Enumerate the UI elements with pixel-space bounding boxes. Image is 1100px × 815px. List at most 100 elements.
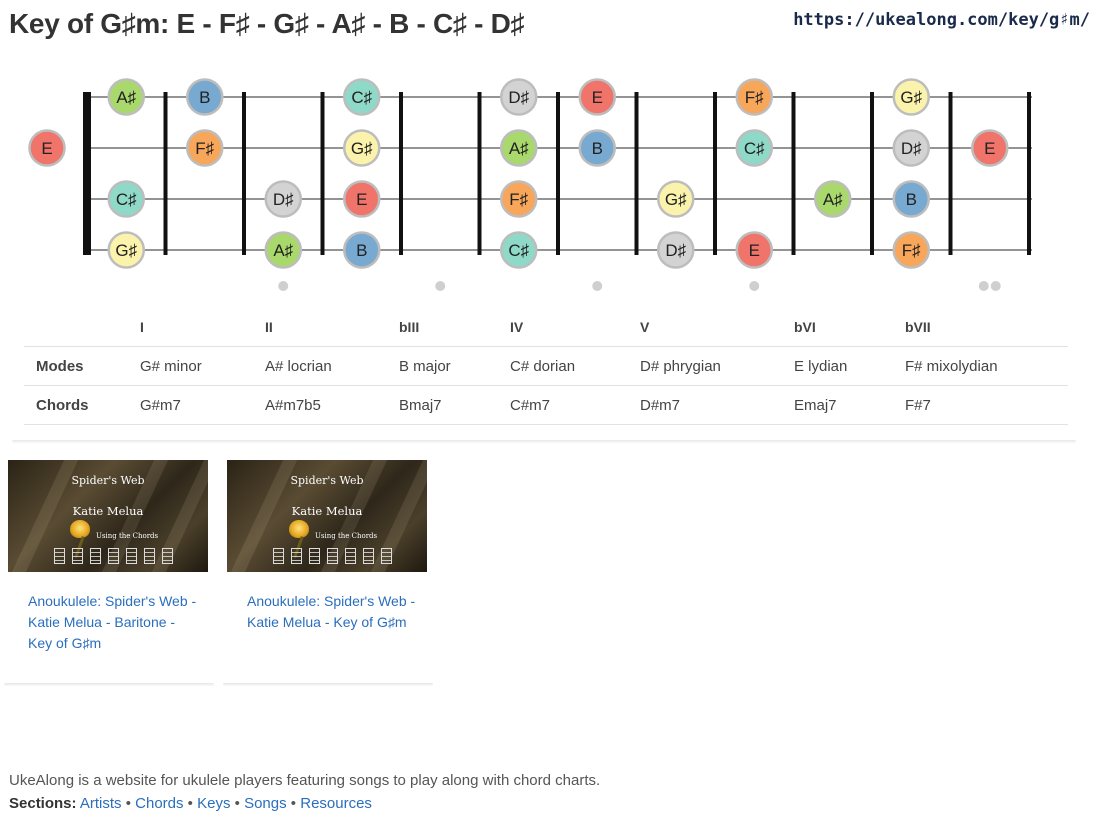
note-label: B — [906, 190, 917, 209]
fret-line — [242, 92, 246, 255]
fret-line — [399, 92, 403, 255]
note-dot — [500, 78, 538, 116]
fret-marker-dot — [278, 281, 289, 291]
thumbnail-song-title: Spider's Web — [71, 474, 145, 487]
site-description: UkeAlong is a website for ukulele player… — [9, 772, 601, 789]
video-card-shadow — [4, 683, 214, 686]
note-dot — [892, 231, 930, 269]
footer-link-artists[interactable]: Artists — [79, 795, 122, 812]
chords-row-label: Chords — [24, 385, 140, 425]
modes-row: Modes G# minor A# locrian B major C# dor… — [24, 346, 1068, 386]
note-label: F♯ — [745, 88, 764, 107]
degree-header: V — [640, 308, 794, 347]
note-dot — [107, 180, 145, 218]
modes-row-label: Modes — [24, 346, 140, 386]
fret-line — [163, 92, 168, 255]
fretboard-diagram: E A♯ B C♯ D♯ E F♯ G♯ F♯ G♯ A♯ B C♯ D♯ E C♯ D♯ E F♯ G♯ A♯ B G♯ A… — [28, 78, 1032, 291]
page-title: Key of G♯m: E - F♯ - G♯ - A♯ - B - C♯ - … — [9, 8, 525, 39]
note-dot — [343, 231, 381, 269]
video-link[interactable]: Anoukulele: Spider's Web - Katie Melua -… — [247, 593, 416, 630]
fret-line — [477, 92, 482, 255]
note-label: A♯ — [823, 190, 843, 209]
note-dot — [343, 180, 381, 218]
note-label: G♯ — [115, 241, 137, 260]
video-card: Spider's Web Katie Melua Using the Chord… — [4, 460, 214, 686]
degree-header: bIII — [399, 308, 510, 347]
chord-cell: Bmaj7 — [399, 385, 510, 425]
note-dot — [657, 231, 695, 269]
note-label: C♯ — [744, 139, 765, 158]
note-dot — [107, 231, 145, 269]
mini-chord-diagram-icon — [363, 548, 374, 564]
fret-line — [791, 92, 796, 255]
degree-header-row: I II bIII IV V bVI bVII — [24, 308, 1068, 347]
fret-line — [948, 92, 953, 255]
empty-corner-cell — [24, 308, 140, 347]
note-label: D♯ — [508, 88, 529, 107]
note-dot — [735, 78, 773, 116]
note-dot — [500, 129, 538, 167]
thumbnail-caption: Using the Chords — [96, 532, 159, 540]
note-label: A♯ — [509, 139, 529, 158]
note-dot — [264, 180, 302, 218]
note-dot — [264, 231, 302, 269]
degree-header: II — [265, 308, 399, 347]
note-label: C♯ — [116, 190, 137, 209]
bullet-separator: • — [187, 795, 193, 812]
bullet-separator: • — [290, 795, 297, 812]
mini-chord-diagram-icon — [108, 548, 119, 564]
mode-cell: F# mixolydian — [905, 346, 1068, 386]
mini-chord-diagram-icon — [309, 548, 320, 564]
degree-header: IV — [510, 308, 640, 347]
scale-degree-table: I II bIII IV V bVI bVII Modes G# minor A… — [24, 308, 1068, 425]
note-label: D♯ — [273, 190, 294, 209]
chord-cell: D#m7 — [640, 385, 794, 425]
note-dot — [892, 129, 930, 167]
mini-chord-diagram-icon — [72, 548, 83, 564]
mini-chord-diagram-icon — [144, 548, 155, 564]
footer-link-keys[interactable]: Keys — [197, 795, 231, 812]
footer-link-songs[interactable]: Songs — [244, 795, 287, 812]
note-label: F♯ — [509, 190, 528, 209]
footer-link-resources[interactable]: Resources — [300, 795, 372, 812]
note-dot — [343, 129, 381, 167]
mode-cell: B major — [399, 346, 510, 386]
video-thumbnail[interactable]: Spider's Web Katie Melua Using the Chord… — [227, 460, 427, 572]
degree-header: bVI — [794, 308, 905, 347]
note-dot — [814, 180, 852, 218]
page-url: https://ukealong.com/key/g♯m/ — [793, 10, 1090, 30]
chord-cell: Emaj7 — [794, 385, 905, 425]
note-dot — [500, 231, 538, 269]
note-dot — [735, 129, 773, 167]
footer-link-chords[interactable]: Chords — [135, 795, 184, 812]
fret-marker-dot — [978, 281, 989, 291]
note-label: D♯ — [665, 241, 686, 260]
table-card-shadow — [12, 440, 1076, 443]
thumbnail-artist: Katie Melua — [291, 504, 363, 518]
mini-chord-diagram-icon — [381, 548, 392, 564]
mode-cell: D# phrygian — [640, 346, 794, 386]
note-dot — [186, 78, 224, 116]
note-dot — [28, 129, 66, 167]
note-label: E — [41, 139, 52, 158]
note-dot — [500, 180, 538, 218]
fret-line — [556, 92, 560, 255]
fret-marker-dot — [592, 281, 603, 291]
fret-line — [320, 92, 325, 255]
video-link[interactable]: Anoukulele: Spider's Web - Katie Melua -… — [28, 593, 197, 651]
note-label: C♯ — [508, 241, 529, 260]
note-label: G♯ — [900, 88, 922, 107]
fret-line — [634, 92, 639, 255]
note-label: E — [749, 241, 760, 260]
bullet-separator: • — [234, 795, 240, 812]
mini-chord-diagram-icon — [291, 548, 302, 564]
thumbnail-caption: Using the Chords — [315, 532, 378, 540]
fret-marker-dot — [990, 281, 1001, 291]
video-card: Spider's Web Katie Melua Using the Chord… — [223, 460, 433, 686]
note-dot — [657, 180, 695, 218]
chord-diagram-strip — [54, 548, 174, 566]
note-dot — [186, 129, 224, 167]
sections-label: Sections: — [9, 795, 77, 812]
video-thumbnail[interactable]: Spider's Web Katie Melua Using the Chord… — [8, 460, 208, 572]
footer-sections-nav: Sections: Artists • Chords • Keys • Song… — [9, 795, 372, 812]
